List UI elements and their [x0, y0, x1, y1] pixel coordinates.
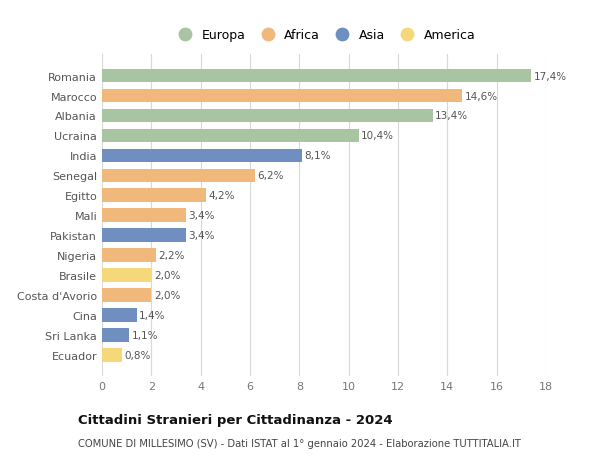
- Text: 1,4%: 1,4%: [139, 310, 166, 320]
- Text: 2,2%: 2,2%: [159, 251, 185, 261]
- Bar: [102, 110, 433, 123]
- Bar: [102, 249, 156, 262]
- Text: 14,6%: 14,6%: [464, 91, 498, 101]
- Text: 1,1%: 1,1%: [131, 330, 158, 340]
- Text: 0,8%: 0,8%: [124, 350, 151, 360]
- Legend: Europa, Africa, Asia, America: Europa, Africa, Asia, America: [170, 26, 478, 44]
- Text: 10,4%: 10,4%: [361, 131, 394, 141]
- Bar: [102, 328, 129, 342]
- Bar: [102, 289, 151, 302]
- Bar: [102, 209, 186, 223]
- Text: 13,4%: 13,4%: [435, 111, 468, 121]
- Text: 2,0%: 2,0%: [154, 291, 180, 300]
- Text: Cittadini Stranieri per Cittadinanza - 2024: Cittadini Stranieri per Cittadinanza - 2…: [78, 413, 392, 426]
- Text: 6,2%: 6,2%: [257, 171, 284, 181]
- Text: 2,0%: 2,0%: [154, 270, 180, 280]
- Text: 3,4%: 3,4%: [188, 211, 215, 221]
- Bar: [102, 189, 206, 202]
- Text: COMUNE DI MILLESIMO (SV) - Dati ISTAT al 1° gennaio 2024 - Elaborazione TUTTITAL: COMUNE DI MILLESIMO (SV) - Dati ISTAT al…: [78, 438, 521, 448]
- Text: 3,4%: 3,4%: [188, 230, 215, 241]
- Bar: [102, 149, 302, 163]
- Text: 8,1%: 8,1%: [304, 151, 331, 161]
- Bar: [102, 348, 122, 362]
- Bar: [102, 70, 531, 83]
- Bar: [102, 269, 151, 282]
- Text: 17,4%: 17,4%: [533, 72, 567, 81]
- Bar: [102, 129, 359, 143]
- Bar: [102, 308, 137, 322]
- Text: 4,2%: 4,2%: [208, 191, 235, 201]
- Bar: [102, 169, 255, 183]
- Bar: [102, 90, 462, 103]
- Bar: [102, 229, 186, 242]
